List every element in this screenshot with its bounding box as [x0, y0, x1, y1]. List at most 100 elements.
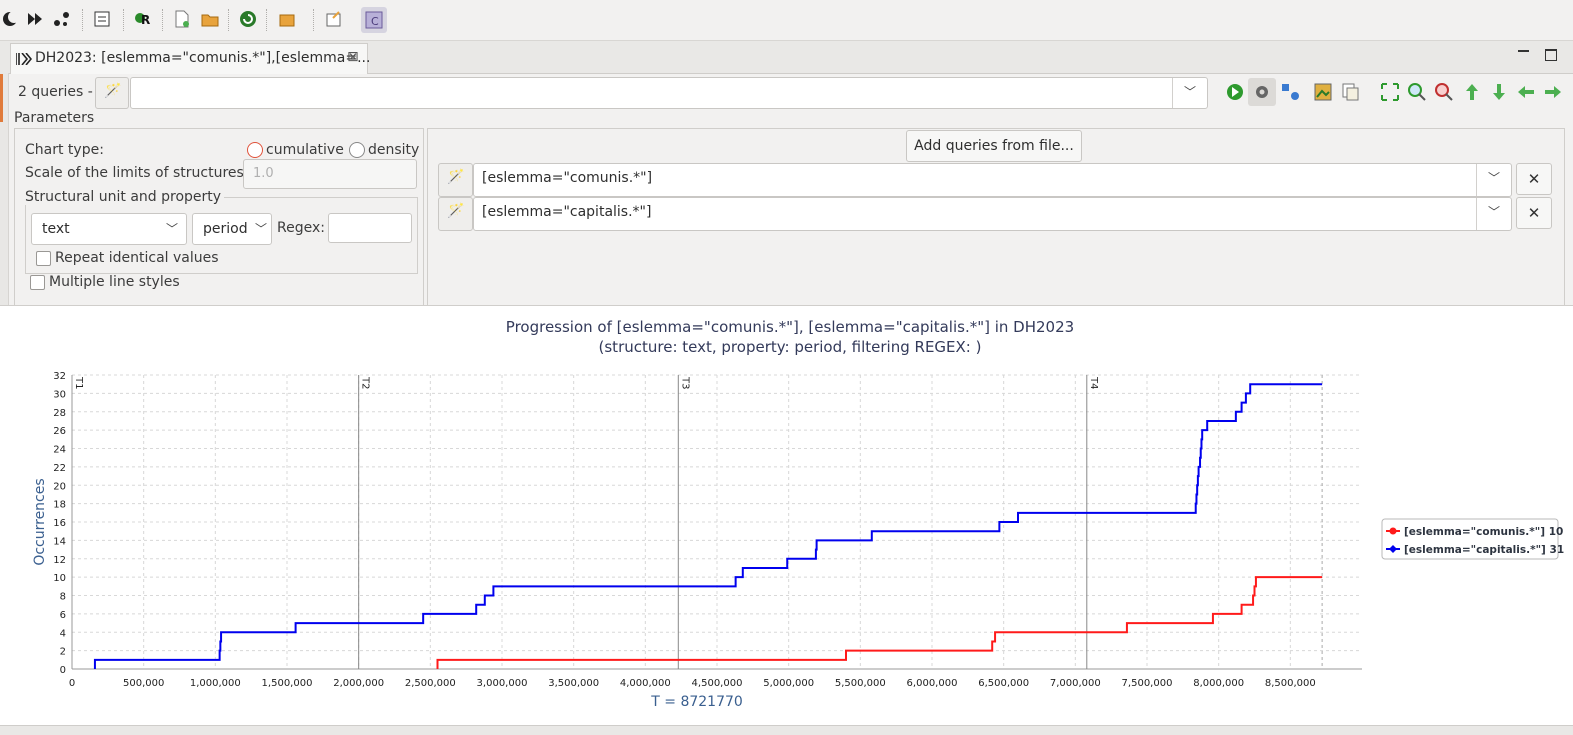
x-tick-label: 2,500,000 — [405, 678, 456, 689]
x-tick-label: 7,500,000 — [1122, 678, 1173, 689]
fast-forward-icon[interactable] — [26, 9, 46, 29]
x-tick-label: 0 — [69, 678, 75, 689]
chevron-down-icon: ﹀ — [165, 222, 178, 236]
y-tick-label: 30 — [53, 389, 66, 400]
regex-label: Regex: — [277, 220, 325, 236]
repeat-values-checkbox[interactable] — [36, 251, 51, 266]
y-tick-label: 28 — [53, 408, 66, 419]
regex-input[interactable] — [328, 213, 412, 243]
chevron-down-icon: ﹀ — [254, 222, 267, 236]
x-tick-label: 4,000,000 — [620, 678, 671, 689]
query1-dropdown[interactable]: ﹀ — [1476, 164, 1511, 196]
query2-assist-button[interactable]: 🪄 — [438, 197, 473, 231]
legend-marker-diamond — [1389, 545, 1397, 553]
repeat-values-label: Repeat identical values — [55, 250, 219, 266]
y-tick-label: 8 — [60, 592, 66, 603]
image-export-icon[interactable] — [1313, 82, 1333, 102]
chart-title: Progression of [eslemma="comunis.*"], [e… — [506, 318, 1074, 336]
query2-dropdown[interactable]: ﹀ — [1476, 198, 1511, 230]
legend-entry: [eslemma="capitalis.*"] 31 — [1404, 544, 1564, 556]
chart-type-label: Chart type: — [25, 142, 104, 158]
progression-chart[interactable]: Progression of [eslemma="comunis.*"], [e… — [0, 305, 1573, 725]
y-tick-label: 24 — [53, 445, 66, 456]
arrow-right-icon[interactable] — [1543, 82, 1563, 102]
series-comunis-line — [436, 576, 1323, 669]
x-tick-label: 1,000,000 — [190, 678, 241, 689]
y-tick-label: 12 — [53, 555, 66, 566]
multiple-line-styles-checkbox[interactable] — [30, 275, 45, 290]
package-icon[interactable] — [277, 9, 297, 29]
multiple-line-styles-label: Multiple line styles — [49, 274, 180, 290]
tab-title: DH2023: [eslemma="comunis.*"],[eslemma=.… — [35, 50, 371, 66]
export-icon[interactable] — [324, 9, 344, 29]
copy-icon[interactable] — [1340, 82, 1360, 102]
corpus-view-toggle[interactable]: C — [361, 7, 387, 33]
x-tick-label: 5,500,000 — [835, 678, 886, 689]
add-queries-button[interactable]: Add queries from file... — [906, 130, 1082, 162]
y-tick-label: 10 — [53, 573, 66, 584]
shapes-icon[interactable] — [1280, 82, 1300, 102]
radio-cumulative[interactable] — [247, 142, 263, 158]
chart-subtitle: (structure: text, property: period, filt… — [599, 338, 982, 356]
legend-marker-circle — [1389, 527, 1397, 535]
structure-marker-label: T1 — [73, 376, 84, 389]
zoom-in-icon[interactable] — [1407, 82, 1427, 102]
x-tick-label: 3,000,000 — [477, 678, 528, 689]
arrow-left-icon[interactable] — [1516, 82, 1536, 102]
structural-unit-select[interactable]: text ﹀ — [31, 213, 187, 245]
query2-input[interactable]: [eslemma="capitalis.*"] ﹀ — [473, 197, 1512, 231]
radio-density[interactable] — [349, 142, 365, 158]
parameters-panel: Chart type: cumulative density Scale of … — [14, 128, 424, 306]
x-tick-label: 5,000,000 — [763, 678, 814, 689]
gear-icon — [1256, 86, 1268, 98]
x-tick-label: 6,000,000 — [907, 678, 958, 689]
y-tick-label: 26 — [53, 426, 66, 437]
arrow-up-icon[interactable] — [1462, 82, 1482, 102]
x-tick-label: 6,500,000 — [978, 678, 1029, 689]
graph-icon[interactable] — [52, 9, 72, 29]
query1-assist-button[interactable]: 🪄 — [438, 163, 473, 197]
series-capitalis-line — [93, 383, 1323, 669]
arrow-down-icon[interactable] — [1489, 82, 1509, 102]
radio-cumulative-label: cumulative — [266, 142, 344, 158]
y-tick-label: 22 — [53, 463, 66, 474]
settings-toggle[interactable] — [1248, 78, 1276, 106]
remove-query1-button[interactable]: ✕ — [1516, 163, 1552, 195]
refresh-icon[interactable] — [238, 9, 258, 29]
zoom-fit-icon[interactable] — [1380, 82, 1400, 102]
concordance-icon[interactable] — [93, 9, 113, 29]
editor-tab[interactable]: DH2023: [eslemma="comunis.*"],[eslemma=.… — [10, 43, 371, 74]
query-history-dropdown[interactable]: ﹀ — [1172, 78, 1207, 108]
property-select[interactable]: period ﹀ — [192, 213, 272, 245]
x-tick-label: 4,500,000 — [692, 678, 743, 689]
structure-marker-label: T2 — [360, 376, 371, 389]
chevron-down-icon: ﹀ — [1488, 171, 1501, 185]
chevron-down-icon: ﹀ — [1184, 85, 1197, 99]
open-folder-icon[interactable] — [200, 9, 220, 29]
run-icon[interactable] — [1225, 82, 1245, 102]
y-tick-label: 32 — [53, 371, 66, 382]
legend-box — [1381, 518, 1559, 560]
minimize-icon[interactable] — [1518, 50, 1529, 52]
r-script-icon[interactable]: R — [134, 9, 154, 29]
x-axis-label: T = 8721770 — [650, 694, 743, 710]
query-input[interactable]: ﹀ — [130, 77, 1208, 109]
query-assist-button[interactable]: 🪄 — [95, 77, 129, 109]
scale-input[interactable]: 1.0 — [243, 159, 417, 189]
new-file-icon[interactable] — [172, 9, 192, 29]
close-icon[interactable]: ⊠ — [347, 49, 359, 65]
bottom-bar — [0, 725, 1573, 735]
y-tick-label: 18 — [53, 500, 66, 511]
wand-icon: 🪄 — [104, 83, 122, 99]
y-tick-label: 0 — [60, 665, 66, 676]
moon-icon[interactable] — [2, 9, 22, 29]
zoom-out-icon[interactable] — [1434, 82, 1454, 102]
remove-query2-button[interactable]: ✕ — [1516, 197, 1552, 229]
maximize-icon[interactable] — [1545, 49, 1557, 61]
structural-label: Structural unit and property — [25, 189, 225, 205]
progression-icon — [16, 53, 32, 65]
y-tick-label: 2 — [60, 647, 66, 658]
query1-input[interactable]: [eslemma="comunis.*"] ﹀ — [473, 163, 1512, 197]
x-tick-label: 1,500,000 — [262, 678, 313, 689]
x-tick-label: 500,000 — [123, 678, 164, 689]
